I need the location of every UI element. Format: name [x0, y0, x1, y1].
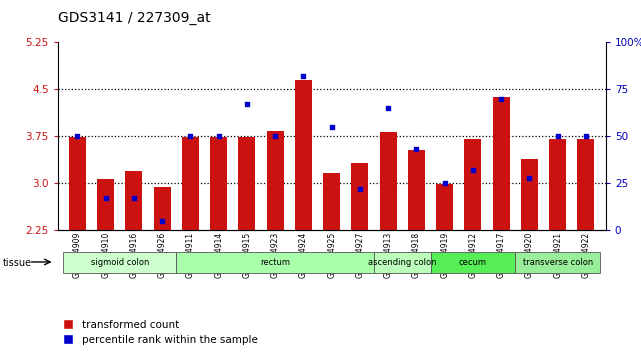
Text: cecum: cecum	[459, 258, 487, 267]
Point	[185, 133, 196, 139]
Bar	[182, 137, 199, 230]
Point	[157, 218, 167, 224]
Text: transverse colon: transverse colon	[522, 258, 593, 267]
Bar	[295, 80, 312, 230]
FancyBboxPatch shape	[374, 252, 431, 273]
Text: sigmoid colon: sigmoid colon	[90, 258, 149, 267]
Bar	[97, 179, 114, 230]
Text: tissue: tissue	[3, 258, 32, 268]
Point	[298, 73, 308, 79]
Text: GDS3141 / 227309_at: GDS3141 / 227309_at	[58, 11, 210, 25]
FancyBboxPatch shape	[63, 252, 176, 273]
Bar	[69, 137, 86, 230]
Bar	[408, 150, 425, 230]
Point	[383, 105, 394, 111]
Point	[101, 195, 111, 201]
Bar	[493, 97, 510, 230]
Bar	[379, 132, 397, 230]
Bar	[126, 171, 142, 230]
Text: rectum: rectum	[260, 258, 290, 267]
Point	[213, 133, 224, 139]
Point	[242, 102, 252, 107]
Point	[468, 167, 478, 173]
Point	[355, 186, 365, 192]
Point	[412, 147, 422, 152]
FancyBboxPatch shape	[515, 252, 600, 273]
Legend: transformed count, percentile rank within the sample: transformed count, percentile rank withi…	[63, 320, 258, 345]
Bar	[521, 159, 538, 230]
Point	[327, 124, 337, 130]
Bar	[323, 172, 340, 230]
Point	[270, 133, 280, 139]
Bar	[465, 139, 481, 230]
Bar	[437, 184, 453, 230]
Point	[129, 195, 139, 201]
FancyBboxPatch shape	[431, 252, 515, 273]
Bar	[238, 137, 256, 230]
Point	[524, 175, 535, 181]
Point	[440, 180, 450, 186]
Bar	[210, 137, 227, 230]
Point	[553, 133, 563, 139]
Bar	[267, 131, 284, 230]
Point	[581, 133, 591, 139]
Bar	[549, 139, 566, 230]
Bar	[351, 162, 369, 230]
Bar	[578, 139, 594, 230]
FancyBboxPatch shape	[176, 252, 374, 273]
Bar	[154, 187, 171, 230]
Text: ascending colon: ascending colon	[368, 258, 437, 267]
Point	[496, 96, 506, 102]
Point	[72, 133, 83, 139]
